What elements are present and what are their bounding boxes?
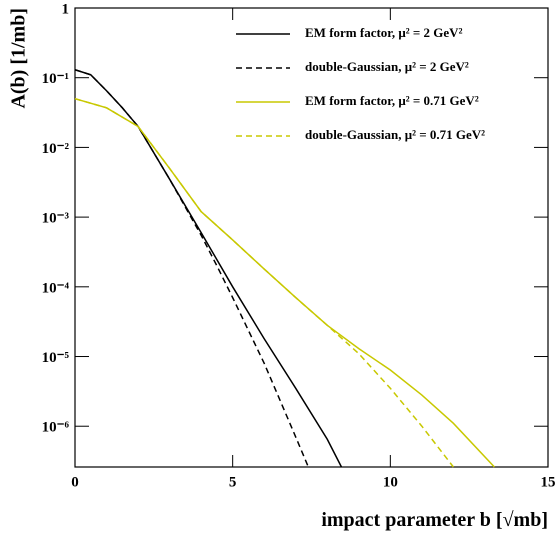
series-line [74,97,454,468]
x-tick-label: 0 [71,474,79,490]
y-tick-label: 10⁻⁶ [42,420,70,436]
series-line [74,97,495,468]
legend-label: double-Gaussian, μ² = 0.71 GeV² [305,127,485,142]
x-tick-label: 10 [383,474,398,490]
y-tick-label: 10⁻⁴ [42,280,70,296]
y-tick-label: 10⁻² [42,141,70,157]
x-axis-label: impact parameter b [√mb] [321,509,548,531]
x-tick-label: 15 [541,474,556,490]
series-line [74,69,310,468]
y-tick-label: 10⁻¹ [42,71,69,87]
legend-label: double-Gaussian, μ² = 2 GeV² [305,59,469,74]
y-tick-label: 1 [62,1,70,17]
legend-label: EM form factor, μ² = 0.71 GeV² [305,93,479,108]
legend-label: EM form factor, μ² = 2 GeV² [305,25,463,40]
y-tick-label: 10⁻⁵ [42,350,70,366]
y-tick-label: 10⁻³ [42,211,70,227]
y-axis-label: A(b) [1/mb] [8,8,30,109]
x-tick-label: 5 [229,474,237,490]
series-line [74,69,343,468]
plot-frame [74,7,549,468]
